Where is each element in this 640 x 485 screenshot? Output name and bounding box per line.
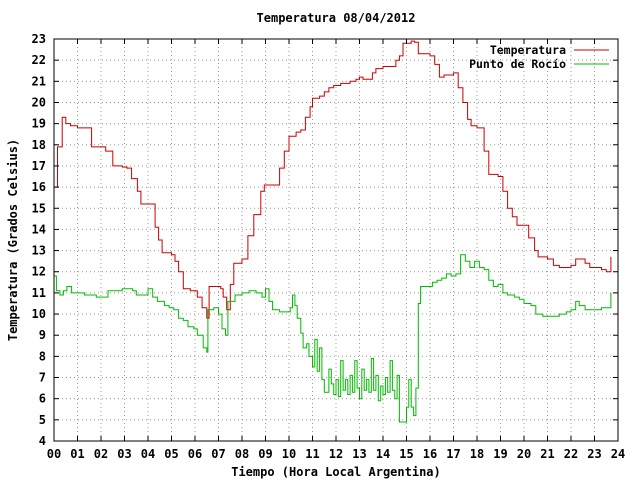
legend-label: Temperatura — [490, 43, 566, 57]
y-tick-label: 4 — [39, 434, 46, 448]
y-tick-label: 18 — [32, 138, 46, 152]
x-tick-label: 01 — [70, 447, 84, 461]
y-axis-label: Temperatura (Grados Celsius) — [6, 139, 20, 341]
x-axis-label: Tiempo (Hora Local Argentina) — [231, 465, 441, 479]
x-tick-label: 24 — [611, 447, 625, 461]
y-tick-label: 22 — [32, 53, 46, 67]
grid — [54, 39, 618, 441]
x-tick-label: 15 — [399, 447, 413, 461]
legend-label: Punto de Rocío — [469, 57, 566, 71]
x-tick-label: 16 — [423, 447, 437, 461]
x-tick-label: 00 — [47, 447, 61, 461]
x-tick-label: 03 — [117, 447, 131, 461]
x-tick-label: 18 — [470, 447, 484, 461]
x-tick-label: 12 — [329, 447, 343, 461]
x-tick-label: 13 — [352, 447, 366, 461]
x-tick-label: 17 — [446, 447, 460, 461]
y-tick-label: 21 — [32, 74, 46, 88]
x-tick-label: 23 — [587, 447, 601, 461]
x-tick-label: 20 — [517, 447, 531, 461]
y-tick-label: 16 — [32, 180, 46, 194]
series-lines — [54, 40, 612, 423]
x-tick-label: 11 — [305, 447, 319, 461]
y-tick-label: 5 — [39, 413, 46, 427]
x-tick-label: 06 — [188, 447, 202, 461]
x-tick-label: 08 — [235, 447, 249, 461]
x-tick-label: 05 — [164, 447, 178, 461]
axis-ticks: 00 01 02 03 04 05 06 07 08 09 10 11 12 13 14 15 16 17 18 19… — [32, 32, 626, 461]
series-line-temperatura — [54, 40, 612, 319]
x-tick-label: 19 — [493, 447, 507, 461]
x-tick-label: 07 — [211, 447, 225, 461]
series-line-punto-de-rocio — [54, 254, 612, 423]
x-tick-label: 02 — [94, 447, 108, 461]
x-tick-label: 22 — [564, 447, 578, 461]
y-tick-label: 12 — [32, 265, 46, 279]
y-tick-label: 13 — [32, 244, 46, 258]
y-tick-label: 19 — [32, 117, 46, 131]
x-tick-label: 21 — [540, 447, 554, 461]
y-tick-label: 14 — [32, 222, 46, 236]
x-tick-label: 04 — [141, 447, 155, 461]
y-tick-label: 17 — [32, 159, 46, 173]
y-tick-label: 20 — [32, 95, 46, 109]
x-tick-label: 09 — [258, 447, 272, 461]
y-tick-label: 23 — [32, 32, 46, 46]
y-tick-label: 6 — [39, 392, 46, 406]
chart-title: Temperatura 08/04/2012 — [257, 11, 416, 25]
y-tick-label: 7 — [39, 371, 46, 385]
y-tick-label: 15 — [32, 201, 46, 215]
y-tick-label: 10 — [32, 307, 46, 321]
y-tick-label: 8 — [39, 349, 46, 363]
x-tick-label: 10 — [282, 447, 296, 461]
x-tick-label: 14 — [376, 447, 390, 461]
y-tick-label: 9 — [39, 328, 46, 342]
y-tick-label: 11 — [32, 286, 46, 300]
